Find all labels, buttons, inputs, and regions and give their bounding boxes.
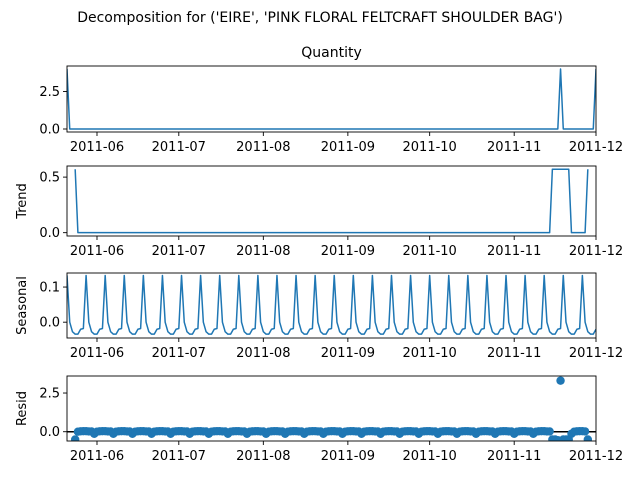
y-tick-label: 0.5 [39,171,60,186]
series-line [74,168,589,234]
resid-point [70,435,80,441]
x-tick-label: 2011-08 [236,140,290,155]
x-tick-label: 2011-06 [70,244,124,259]
x-tick-label: 2011-10 [403,244,457,259]
y-tick-label: 0.0 [39,425,60,440]
x-tick-label: 2011-11 [487,449,541,464]
x-tick-label: 2011-06 [70,346,124,361]
y-tick-label: 0.1 [39,281,60,296]
x-tick-label: 2011-11 [487,346,541,361]
y-tick-label: 0.0 [39,123,60,138]
x-tick-label: 2011-08 [236,346,290,361]
y-tick-label: 2.5 [39,85,60,100]
series-line [67,274,596,335]
y-axis-label: Seasonal [15,276,30,335]
y-tick-label: 2.5 [39,387,60,402]
panel-2: 0.0 0.5 2011-06 2011-07 2011-08 2011-09 2011-1… [15,165,623,259]
x-tick-label: 2011-09 [321,449,375,464]
x-tick-label: 2011-11 [487,244,541,259]
plot-area [67,68,596,130]
x-tick-label: 2011-08 [236,449,290,464]
axes-frame [66,65,597,133]
resid-point [580,427,590,436]
panel-title: Quantity [301,45,362,61]
x-tick-label: 2011-10 [403,449,457,464]
x-tick-label: 2011-07 [152,449,206,464]
x-tick-label: 2011-09 [321,346,375,361]
x-tick-label: 2011-12 [569,244,623,259]
y-axis-label: Resid [15,391,30,426]
plot-area [67,274,596,335]
resid-point [583,435,593,441]
resid-point [545,427,554,436]
axes-frame [66,375,597,442]
axes-frame [66,272,597,339]
x-tick-label: 2011-09 [321,140,375,155]
x-tick-label: 2011-12 [569,140,623,155]
figure-suptitle: Decomposition for ('EIRE', 'PINK FLORAL … [77,10,563,26]
axes-frame [66,165,597,237]
y-axis-label: Trend [15,183,30,220]
x-tick-label: 2011-12 [569,346,623,361]
x-tick-label: 2011-07 [152,244,206,259]
x-tick-label: 2011-07 [152,140,206,155]
x-tick-label: 2011-06 [70,140,124,155]
x-tick-label: 2011-10 [403,140,457,155]
x-tick-label: 2011-12 [569,449,623,464]
y-tick-label: 0.0 [39,226,60,241]
panel-4: 0.0 2.5 2011-06 2011-07 2011-08 2011-09 2011-1… [15,375,623,464]
panel-3: 0.0 0.1 2011-06 2011-07 2011-08 2011-09 2011-1… [15,272,623,361]
plot-area [74,168,589,234]
x-tick-label: 2011-06 [70,449,124,464]
x-tick-label: 2011-10 [403,346,457,361]
plot-area [67,376,596,441]
x-tick-label: 2011-09 [321,244,375,259]
x-tick-label: 2011-11 [487,140,541,155]
series-line [67,68,596,130]
x-tick-label: 2011-07 [152,346,206,361]
y-tick-label: 0.0 [39,316,60,331]
x-tick-label: 2011-08 [236,244,290,259]
panel-1: 0.0 2.5 2011-06 2011-07 2011-08 2011-09 2011-1… [39,45,623,155]
resid-point [556,376,565,385]
